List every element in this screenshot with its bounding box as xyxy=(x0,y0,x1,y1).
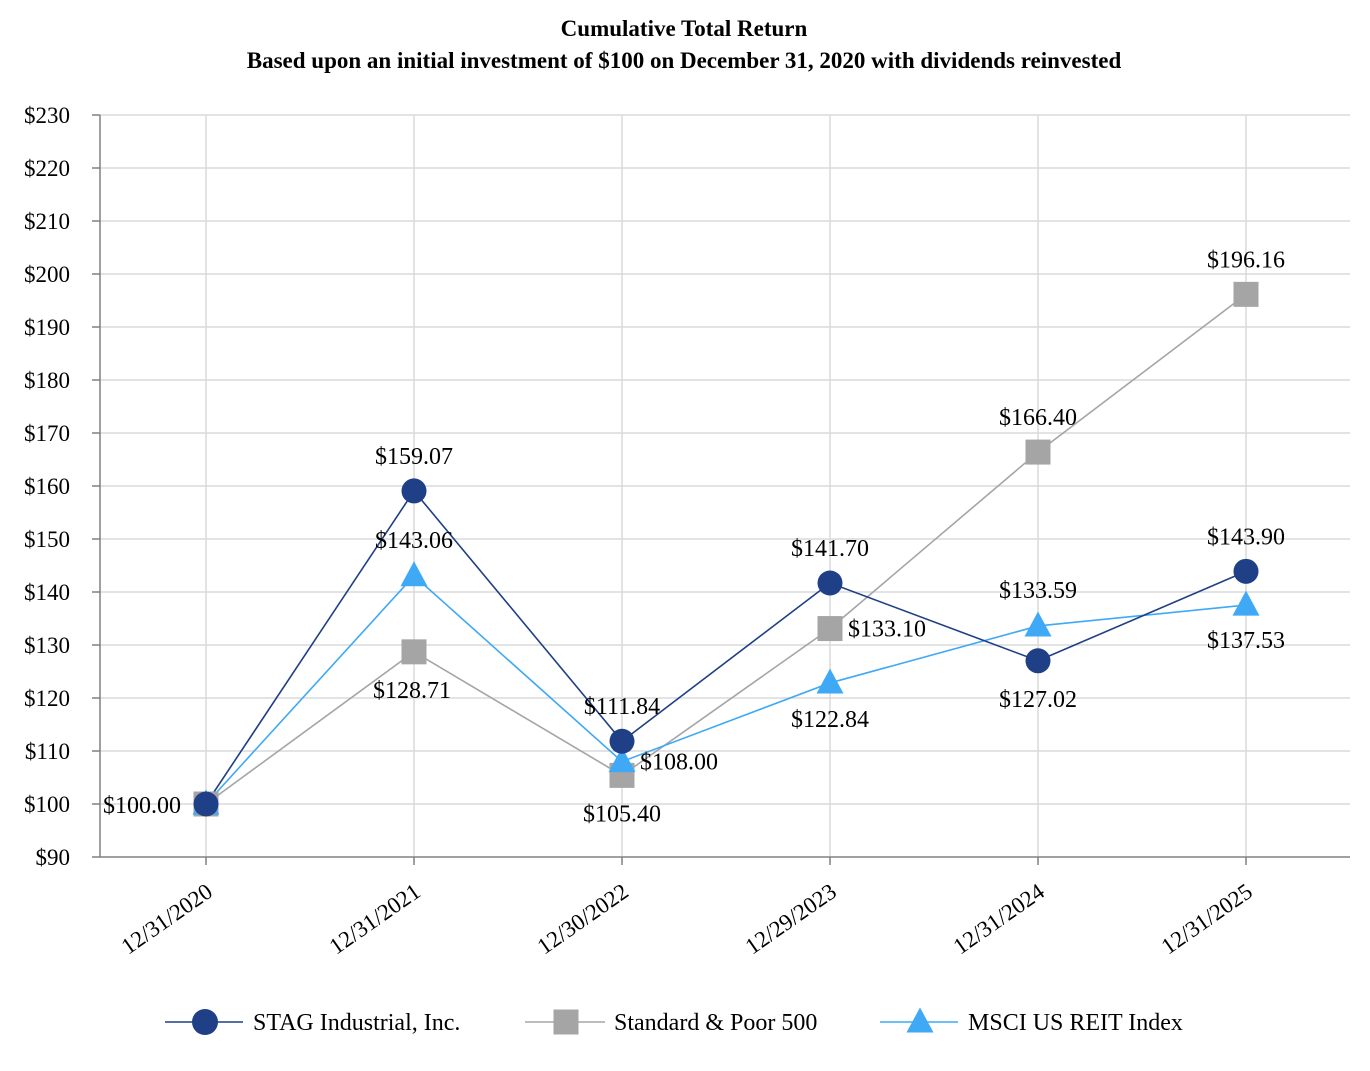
y-tick-label: $140 xyxy=(24,580,70,605)
data-label: $122.84 xyxy=(791,707,869,733)
legend-marker-triangle xyxy=(906,1007,934,1033)
data-label: $128.71 xyxy=(373,678,451,704)
data-label: $137.53 xyxy=(1207,628,1285,654)
legend-marker-square xyxy=(553,1009,579,1035)
data-point-circle xyxy=(1233,558,1259,584)
x-tick-label: 12/31/2021 xyxy=(325,879,425,960)
data-label: $143.06 xyxy=(375,528,453,554)
data-point-circle xyxy=(1025,648,1051,674)
data-point-square xyxy=(817,616,843,642)
data-point-triangle xyxy=(816,668,844,694)
y-tick-label: $130 xyxy=(24,633,70,658)
y-tick-label: $220 xyxy=(24,156,70,181)
y-tick-label: $230 xyxy=(24,103,70,128)
chart-title: Cumulative Total Return xyxy=(561,16,808,41)
x-tick-label: 12/31/2024 xyxy=(949,878,1050,959)
data-label: $108.00 xyxy=(640,750,718,776)
data-point-triangle xyxy=(1232,590,1260,616)
legend: STAG Industrial, Inc. Standard & Poor 500… xyxy=(165,1007,1183,1036)
x-tick-label: 12/31/2025 xyxy=(1157,879,1257,960)
data-point-circle xyxy=(193,791,219,817)
x-tick-label: 12/31/2020 xyxy=(117,879,217,960)
grid xyxy=(100,114,1350,857)
series-layer xyxy=(192,281,1260,817)
legend-label: MSCI US REIT Index xyxy=(968,1010,1183,1036)
data-label: $133.10 xyxy=(848,617,926,643)
data-point-circle xyxy=(609,728,635,754)
data-label: $133.59 xyxy=(999,578,1077,604)
axes: $90 $100 $110 $120 $130 $140 $150 $160 $170 $180 $… xyxy=(24,103,1350,959)
x-tick-label: 12/30/2022 xyxy=(533,879,633,960)
data-point-square xyxy=(401,639,427,665)
x-tick-label: 12/29/2023 xyxy=(741,879,841,960)
data-label: $166.40 xyxy=(999,405,1077,431)
y-tick-label: $190 xyxy=(24,315,70,340)
y-tick-label: $200 xyxy=(24,262,70,287)
y-tick-label: $120 xyxy=(24,686,70,711)
legend-marker-circle xyxy=(192,1009,218,1035)
data-label: $143.90 xyxy=(1207,524,1285,550)
data-label: $127.02 xyxy=(999,687,1077,713)
data-label: $111.84 xyxy=(584,694,660,720)
y-tick-label: $90 xyxy=(36,845,71,870)
data-labels: $100.00 $159.07 $111.84 $141.70 $127.02 $143.… xyxy=(103,247,1285,827)
y-tick-label: $100 xyxy=(24,792,70,817)
data-point-triangle xyxy=(400,561,428,587)
y-tick-label: $160 xyxy=(24,474,70,499)
data-label: $196.16 xyxy=(1207,247,1285,273)
data-point-circle xyxy=(401,478,427,504)
legend-label: STAG Industrial, Inc. xyxy=(253,1010,460,1036)
y-tick-label: $210 xyxy=(24,209,70,234)
y-tick-label: $180 xyxy=(24,368,70,393)
chart-subtitle: Based upon an initial investment of $100… xyxy=(247,48,1122,73)
series-line-triangle xyxy=(205,574,1247,805)
series-line-circle xyxy=(205,489,1247,805)
y-tick-label: $170 xyxy=(24,421,70,446)
y-tick-label: $110 xyxy=(25,739,70,764)
data-point-square xyxy=(1025,439,1051,465)
data-label: $159.07 xyxy=(375,444,453,470)
data-point-triangle xyxy=(608,747,636,773)
data-point-triangle xyxy=(1024,611,1052,637)
y-tick-label: $150 xyxy=(24,527,70,552)
data-point-circle xyxy=(817,570,843,596)
data-point-square xyxy=(1233,281,1259,307)
series-line-square xyxy=(205,293,1247,805)
data-label: $141.70 xyxy=(791,536,869,562)
legend-label: Standard & Poor 500 xyxy=(614,1010,817,1036)
data-label: $105.40 xyxy=(583,801,661,827)
data-label: $100.00 xyxy=(103,793,181,819)
